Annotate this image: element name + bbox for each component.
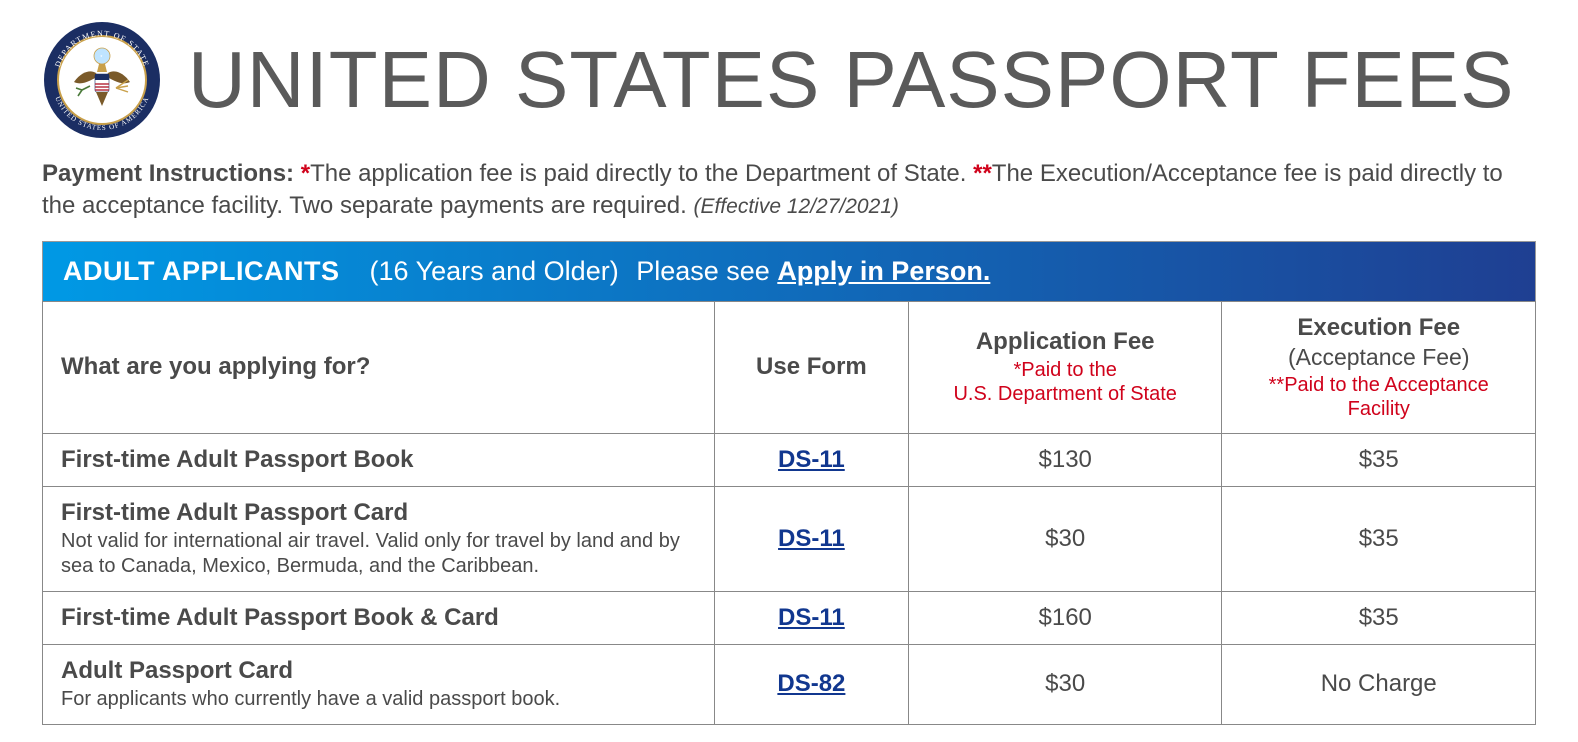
instructions-label: Payment Instructions:	[42, 160, 294, 187]
col-header-what: What are you applying for?	[43, 301, 715, 433]
form-link[interactable]: DS-11	[778, 604, 845, 631]
row-form: DS-11	[714, 486, 908, 591]
svg-text:★: ★	[60, 76, 69, 87]
table-header-row: What are you applying for? Use Form Appl…	[43, 301, 1536, 433]
row-label-note: Not valid for international air travel. …	[61, 529, 696, 579]
section-category: ADULT APPLICANTS	[63, 256, 339, 286]
table-row: Adult Passport Card For applicants who cu…	[43, 644, 1536, 724]
apply-in-person-link[interactable]: Apply in Person.	[777, 256, 990, 286]
row-application-fee: $130	[908, 433, 1222, 486]
effective-date: (Effective 12/27/2021)	[693, 195, 898, 218]
svg-text:★: ★	[100, 54, 103, 58]
state-dept-seal-icon: DEPARTMENT OF STATE UNITED STATES OF AME…	[42, 20, 162, 140]
row-application-fee: $160	[908, 591, 1222, 644]
page-title: UNITED STATES PASSPORT FEES	[188, 34, 1515, 126]
double-asterisk: **	[973, 160, 992, 187]
row-execution-fee: No Charge	[1222, 644, 1536, 724]
form-link[interactable]: DS-82	[777, 670, 845, 697]
row-label: First-time Adult Passport Book & Card	[43, 591, 715, 644]
row-application-fee: $30	[908, 644, 1222, 724]
col-header-exec-fee-sub-red: **Paid to the Acceptance Facility	[1240, 373, 1517, 421]
row-execution-fee: $35	[1222, 591, 1536, 644]
row-execution-fee: $35	[1222, 486, 1536, 591]
col-header-app-fee-sub: *Paid to theU.S. Department of State	[927, 358, 1204, 406]
col-header-exec-fee-sub-gray: (Acceptance Fee)	[1240, 344, 1517, 371]
fee-table: What are you applying for? Use Form Appl…	[42, 301, 1536, 725]
form-link[interactable]: DS-11	[778, 446, 845, 473]
row-form: DS-82	[714, 644, 908, 724]
row-label-note: For applicants who currently have a vali…	[61, 687, 696, 712]
header: DEPARTMENT OF STATE UNITED STATES OF AME…	[42, 20, 1536, 140]
table-row: First-time Adult Passport Card Not valid …	[43, 486, 1536, 591]
row-label: First-time Adult Passport Card Not valid …	[43, 486, 715, 591]
instructions-text-1: The application fee is paid directly to …	[310, 160, 973, 187]
col-header-exec-fee-title: Execution Fee	[1297, 314, 1460, 341]
row-label: Adult Passport Card For applicants who cu…	[43, 644, 715, 724]
row-label-text: First-time Adult Passport Book & Card	[61, 604, 499, 631]
section-age-range: (16 Years and Older)	[370, 256, 619, 286]
table-row: First-time Adult Passport Book DS-11 $130$…	[43, 433, 1536, 486]
row-execution-fee: $35	[1222, 433, 1536, 486]
row-label-text: Adult Passport Card	[61, 657, 293, 684]
form-link[interactable]: DS-11	[778, 525, 845, 552]
table-row: First-time Adult Passport Book & Card DS-…	[43, 591, 1536, 644]
svg-text:★: ★	[136, 76, 145, 87]
col-header-application-fee: Application Fee *Paid to theU.S. Departm…	[908, 301, 1222, 433]
row-form: DS-11	[714, 591, 908, 644]
row-label-text: First-time Adult Passport Card	[61, 499, 408, 526]
row-application-fee: $30	[908, 486, 1222, 591]
row-label: First-time Adult Passport Book	[43, 433, 715, 486]
payment-instructions: Payment Instructions: *The application f…	[42, 158, 1536, 223]
section-header-adult: ADULT APPLICANTS (16 Years and Older) Pl…	[42, 241, 1536, 301]
section-please-text: Please see	[636, 256, 777, 286]
row-label-text: First-time Adult Passport Book	[61, 446, 413, 473]
col-header-form: Use Form	[714, 301, 908, 433]
col-header-app-fee-title: Application Fee	[976, 328, 1155, 355]
col-header-execution-fee: Execution Fee (Acceptance Fee) **Paid to…	[1222, 301, 1536, 433]
row-form: DS-11	[714, 433, 908, 486]
single-asterisk: *	[301, 160, 310, 187]
